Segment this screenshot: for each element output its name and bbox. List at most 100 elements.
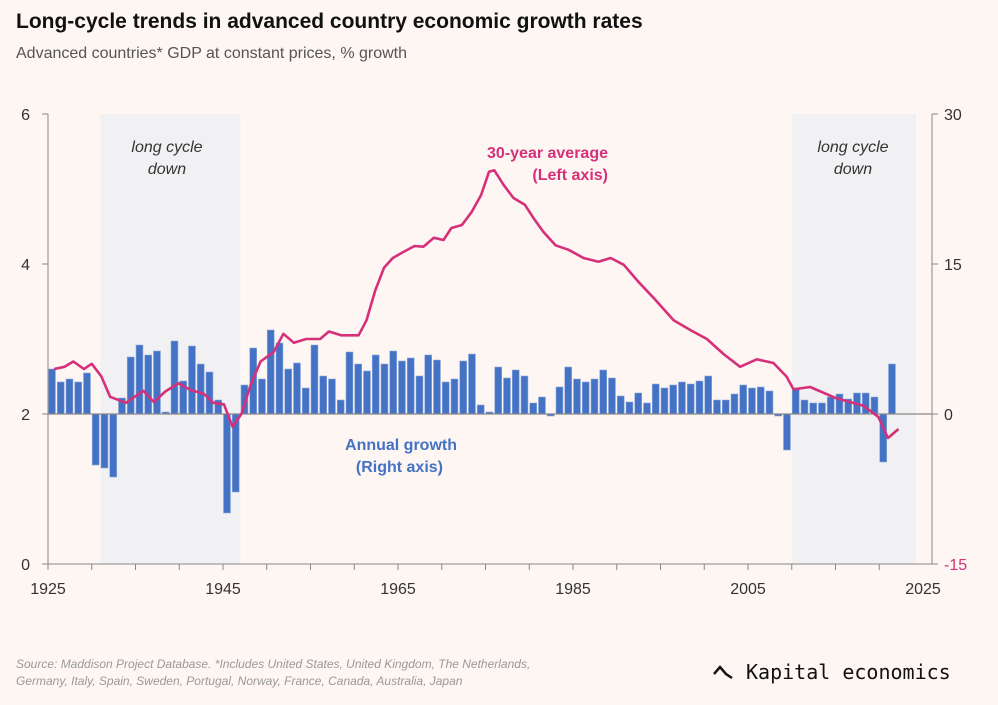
bar-2007 [765, 390, 774, 415]
bar-2006 [756, 386, 765, 415]
bar-1951 [275, 342, 284, 415]
bar-1996 [669, 384, 677, 415]
bar-2004 [739, 384, 747, 415]
bar-1955 [310, 344, 319, 415]
bar-1945 [223, 413, 231, 514]
chart-title: Long-cycle trends in advanced country ec… [16, 10, 643, 33]
bar-1966 [406, 357, 415, 415]
bar-2013 [818, 402, 826, 415]
bar-1927 [65, 378, 74, 415]
bar-1994 [651, 383, 660, 415]
bar-1965 [398, 360, 406, 415]
left-tick-6: 6 [21, 107, 30, 124]
bar-1926 [56, 381, 65, 415]
bar-1943 [205, 371, 214, 415]
bar-1989 [608, 377, 616, 415]
x-tick-2025: 2025 [905, 581, 941, 598]
bar-2009 [783, 413, 791, 451]
bar-1984 [564, 366, 572, 415]
bar-2021 [888, 363, 896, 415]
right-tick--15: -15 [944, 557, 967, 574]
logo-text: Kapital economics [746, 660, 951, 684]
bar-1981 [538, 396, 546, 415]
bar-1964 [389, 350, 397, 415]
bar-1939 [170, 340, 179, 415]
shade-label-1a: long cycle [131, 139, 202, 156]
shaded-region-2 [791, 114, 916, 564]
bar-2000 [704, 375, 712, 415]
avg-series-axis-label: (Left axis) [532, 167, 608, 184]
bar-1978 [511, 369, 520, 415]
bar-1980 [529, 402, 537, 415]
bar-1986 [581, 381, 590, 415]
bar-1952 [284, 368, 292, 415]
bar-1993 [643, 402, 651, 415]
bar-1928 [74, 381, 82, 415]
bar-1970 [441, 381, 450, 415]
source-line-2: Germany, Italy, Spain, Sweden, Portugal,… [16, 674, 463, 688]
bar-1953 [293, 362, 301, 415]
bar-1968 [424, 354, 432, 415]
bar-1967 [415, 375, 424, 415]
bar-1949 [258, 378, 266, 415]
x-tick-1965: 1965 [380, 581, 416, 598]
bar-series-label: Annual growth [345, 437, 457, 454]
bar-1935 [135, 344, 144, 415]
bar-1973 [468, 353, 476, 415]
shade-label-2a: long cycle [817, 139, 888, 156]
left-tick-2: 2 [21, 407, 30, 424]
bar-series-axis-label: (Right axis) [356, 459, 443, 476]
bar-1936 [144, 354, 152, 415]
shade-label-2b: down [834, 161, 872, 178]
brand-logo: Kapital economics [712, 660, 951, 684]
bar-2001 [713, 399, 721, 415]
bar-1937 [153, 350, 161, 415]
avg-series-label: 30-year average [487, 145, 608, 162]
chart-subtitle: Advanced countries* GDP at constant pric… [16, 45, 408, 62]
right-tick-30: 30 [944, 107, 962, 124]
bar-2014 [826, 396, 835, 415]
x-tick-1925: 1925 [30, 581, 66, 598]
bar-2011 [800, 399, 809, 415]
bar-1957 [328, 378, 336, 415]
bar-1950 [266, 329, 275, 415]
bar-2010 [791, 387, 800, 415]
bar-1963 [380, 363, 389, 415]
bar-1930 [91, 413, 100, 466]
bar-1992 [634, 392, 642, 415]
left-tick-4: 4 [21, 257, 30, 274]
bar-1990 [616, 395, 625, 415]
source-note: Source: Maddison Project Database. *Incl… [16, 656, 656, 690]
bar-1960 [354, 363, 362, 415]
bar-1954 [301, 387, 310, 415]
bar-2015 [835, 393, 844, 415]
bar-1995 [660, 387, 669, 415]
logo-chevron-icon [713, 665, 733, 680]
bar-1997 [678, 381, 686, 415]
bar-1988 [599, 369, 607, 415]
30-year-average-line [53, 169, 900, 440]
bar-1932 [109, 413, 117, 478]
bar-2005 [748, 387, 756, 415]
bar-1969 [433, 359, 441, 415]
bar-1999 [695, 380, 704, 415]
bar-1977 [503, 377, 511, 415]
bar-1991 [625, 401, 634, 415]
bar-1958 [336, 399, 345, 415]
bar-1985 [573, 378, 581, 415]
bar-1962 [371, 354, 380, 415]
shaded-region-1 [100, 114, 241, 564]
bar-1983 [555, 386, 564, 415]
x-tick-2005: 2005 [730, 581, 766, 598]
bar-1941 [188, 345, 196, 415]
bar-1931 [100, 413, 109, 469]
bar-1976 [494, 366, 502, 415]
right-tick-15: 15 [944, 257, 962, 274]
bar-1971 [450, 378, 459, 415]
source-line-1: Source: Maddison Project Database. *Incl… [16, 657, 531, 671]
bar-1934 [126, 356, 135, 415]
left-tick-0: 0 [21, 557, 30, 574]
x-tick-1945: 1945 [205, 581, 241, 598]
bar-2012 [809, 402, 817, 415]
